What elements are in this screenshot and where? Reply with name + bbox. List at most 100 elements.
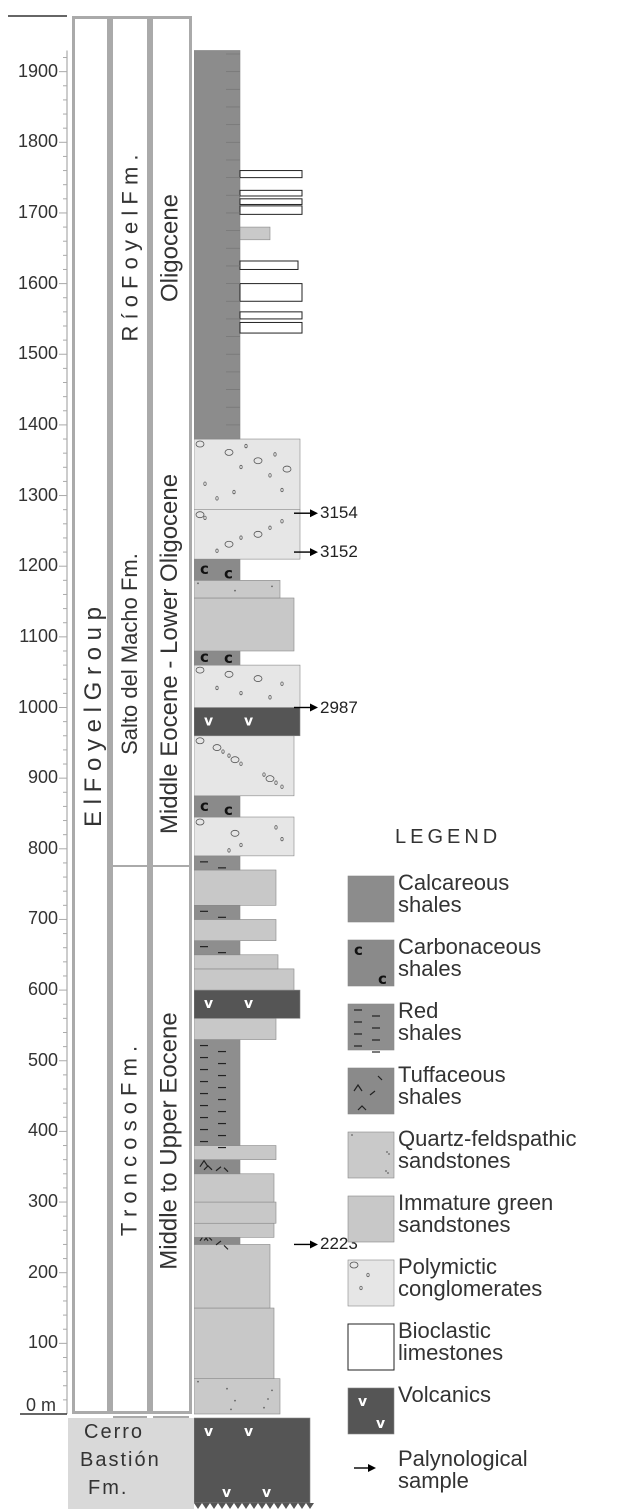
bioclastic-bed <box>239 321 303 334</box>
legend-label: Calcareous <box>398 870 510 895</box>
tick-label: 1900 <box>17 60 58 81</box>
tuffaceous-bed <box>194 1159 241 1175</box>
legend-label: Volcanics <box>398 1382 491 1407</box>
polymictic-bed <box>347 1259 395 1307</box>
immature-bed <box>194 1307 275 1379</box>
svg-text:v: v <box>222 1485 231 1501</box>
tick-label: 1700 <box>17 201 58 222</box>
legend-label: Carbonaceous <box>398 934 542 959</box>
calcareous-bed <box>194 50 241 440</box>
tick-label: 1500 <box>17 343 58 364</box>
svg-text:c: c <box>378 970 387 988</box>
sample-label: 3154 <box>320 503 358 523</box>
quartz-bed <box>194 580 281 599</box>
legend-label: Tuffaceous <box>398 1062 506 1087</box>
basement-zigzag <box>194 1503 314 1509</box>
immature-bed <box>194 1173 275 1203</box>
tick-label: 0 m <box>26 1395 57 1415</box>
tick-label: 300 <box>27 1191 58 1212</box>
age-label: Oligocene <box>156 193 183 302</box>
svg-text:v: v <box>358 1394 367 1410</box>
quartz-bed <box>239 226 271 241</box>
legend-label: sandstones <box>398 1148 511 1173</box>
polymictic-bed <box>194 509 301 560</box>
sample-arrow <box>294 1240 318 1249</box>
volcanics-bed: vv <box>347 1387 395 1435</box>
bioclastic-bed <box>239 198 303 205</box>
polymictic-bed <box>194 438 301 510</box>
red-bed <box>347 1003 395 1053</box>
polymictic-bed <box>194 816 295 857</box>
svg-text:c: c <box>224 564 233 582</box>
lithology-column: v vc cv vc cc cv vv v <box>194 50 318 1509</box>
bioclastic-bed <box>347 1323 395 1371</box>
svg-text:c: c <box>200 648 209 666</box>
legend-label: Red <box>398 998 439 1023</box>
legend-label: Bioclastic <box>398 1318 491 1343</box>
tick-label: 900 <box>27 767 58 788</box>
tick-label: 800 <box>27 837 58 858</box>
basement-formation-box: Cerro Bastión Fm. <box>68 1418 194 1509</box>
formation-label: T r o n c o s o F m . <box>117 1046 142 1237</box>
sample-arrow <box>294 703 318 712</box>
age-column: Oligocene Middle Eocene - Lower Oligocene… <box>150 16 192 1418</box>
formation-label: R í o F o y e l F m . <box>117 154 142 342</box>
legend-label: Polymictic <box>398 1254 498 1279</box>
immature-bed <box>194 968 295 991</box>
red-bed <box>194 1039 241 1149</box>
carbonaceous-bed: cc <box>347 939 395 988</box>
svg-text:c: c <box>224 801 233 819</box>
legend-swatches: cc vv <box>347 875 395 1472</box>
tick-label: 700 <box>27 908 58 929</box>
bioclastic-bed <box>239 205 303 215</box>
group-column: E l F o y e l G r o u p <box>72 16 110 1414</box>
immature-bed <box>194 1222 275 1238</box>
sample-arrow <box>294 509 318 518</box>
immature-bed <box>194 597 295 652</box>
age-divider <box>153 864 189 867</box>
formation-divider <box>113 864 147 867</box>
legend-label: Immature green <box>398 1190 554 1215</box>
svg-text:c: c <box>200 560 209 578</box>
tick-label: 1200 <box>17 555 58 576</box>
legend-title: LEGEND <box>395 826 502 848</box>
red-bed <box>194 855 241 871</box>
depth-scale <box>0 0 70 1420</box>
tick-label: 1400 <box>17 413 58 434</box>
svg-text:c: c <box>354 941 363 959</box>
tick-label: 1000 <box>17 696 58 717</box>
group-label: E l F o y e l G r o u p <box>80 606 107 828</box>
legend-label: limestones <box>398 1340 504 1365</box>
quartz-bed <box>347 1131 395 1179</box>
tick-label: 200 <box>27 1261 58 1282</box>
bioclastic-bed <box>239 311 303 320</box>
svg-text:c: c <box>224 649 233 667</box>
basement-line-1: Cerro <box>84 1421 145 1443</box>
formation-divider <box>113 1416 147 1418</box>
bioclastic-bed <box>239 189 303 197</box>
svg-text:v: v <box>244 996 253 1012</box>
legend-label: sample <box>398 1468 469 1493</box>
immature-bed <box>194 1145 277 1160</box>
svg-text:v: v <box>376 1416 385 1432</box>
legend-label: sandstones <box>398 1212 511 1237</box>
legend-label: shales <box>398 1084 462 1109</box>
age-label: Middle Eocene - Lower Oligocene <box>156 473 184 835</box>
scale-ruler <box>8 15 68 1415</box>
immature-bed <box>194 954 279 970</box>
svg-text:v: v <box>204 714 213 730</box>
volcanics-bed: v v v v <box>194 1417 311 1504</box>
formation-column: R í o F o y e l F m . Salto del Macho Fm.… <box>110 16 150 1418</box>
age-label: Middle to Upper Eocene <box>156 1012 183 1271</box>
tick-label: 1300 <box>17 484 58 505</box>
sample-arrow <box>294 548 318 557</box>
polymictic-bed <box>194 735 295 797</box>
sample-label: 2987 <box>320 697 358 717</box>
svg-text:c: c <box>200 797 209 815</box>
tick-label: 1800 <box>17 131 58 152</box>
tick-label: 500 <box>27 1049 58 1070</box>
polymictic-bed <box>194 664 301 708</box>
